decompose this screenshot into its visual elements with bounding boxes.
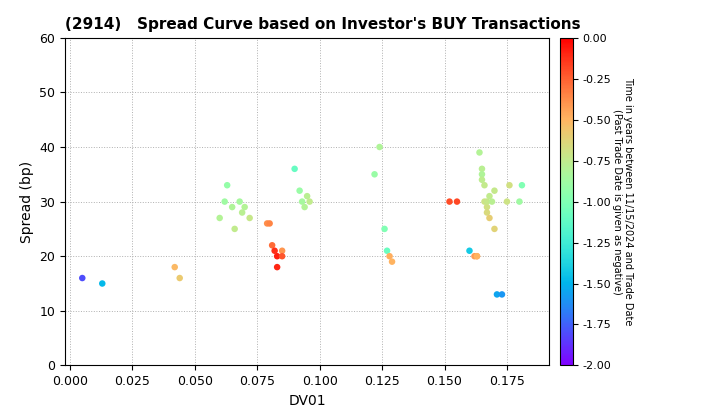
Point: [479, 198, 490, 205]
Point: [229, 226, 240, 232]
Point: [387, 258, 398, 265]
Text: (2914)   Spread Curve based on Investor's BUY Transactions: (2914) Spread Curve based on Investor's …: [65, 18, 580, 32]
Point: [384, 253, 395, 260]
Point: [269, 247, 280, 254]
Point: [271, 253, 283, 260]
Point: [266, 242, 278, 249]
Point: [481, 209, 492, 216]
Point: [379, 226, 390, 232]
Point: [489, 187, 500, 194]
Point: [222, 182, 233, 189]
Point: [214, 215, 225, 221]
Point: [484, 215, 495, 221]
Point: [234, 198, 246, 205]
Point: [464, 247, 475, 254]
Point: [96, 280, 108, 287]
Point: [444, 198, 455, 205]
Point: [304, 198, 315, 205]
Point: [294, 187, 305, 194]
Point: [491, 291, 503, 298]
Point: [382, 247, 393, 254]
Point: [489, 226, 500, 232]
Point: [479, 182, 490, 189]
Point: [297, 198, 308, 205]
Point: [451, 198, 463, 205]
Y-axis label: Time in years between 11/15/2024 and Trade Date
(Past Trade Date is given as neg: Time in years between 11/15/2024 and Tra…: [611, 77, 633, 326]
Point: [484, 193, 495, 199]
Point: [239, 204, 251, 210]
Point: [299, 204, 310, 210]
Point: [516, 182, 528, 189]
Point: [496, 291, 508, 298]
Point: [469, 253, 480, 260]
Point: [476, 165, 487, 172]
Point: [276, 247, 288, 254]
Point: [471, 253, 482, 260]
Point: [174, 275, 186, 281]
Point: [481, 204, 492, 210]
Point: [513, 198, 525, 205]
Point: [481, 198, 492, 205]
Point: [476, 176, 487, 183]
Point: [276, 253, 288, 260]
Point: [501, 198, 513, 205]
Point: [486, 198, 498, 205]
Point: [302, 193, 313, 199]
Point: [219, 198, 230, 205]
Point: [476, 171, 487, 178]
Point: [471, 253, 482, 260]
Point: [289, 165, 300, 172]
Point: [504, 182, 516, 189]
Point: [264, 220, 275, 227]
Point: [474, 149, 485, 156]
Point: [369, 171, 380, 178]
Point: [236, 209, 248, 216]
Point: [374, 144, 385, 150]
Point: [169, 264, 181, 270]
Point: [261, 220, 273, 227]
Y-axis label: Spread (bp): Spread (bp): [19, 160, 34, 243]
Point: [226, 204, 238, 210]
Point: [271, 264, 283, 270]
Point: [244, 215, 256, 221]
X-axis label: DV01: DV01: [288, 394, 326, 408]
Point: [76, 275, 88, 281]
